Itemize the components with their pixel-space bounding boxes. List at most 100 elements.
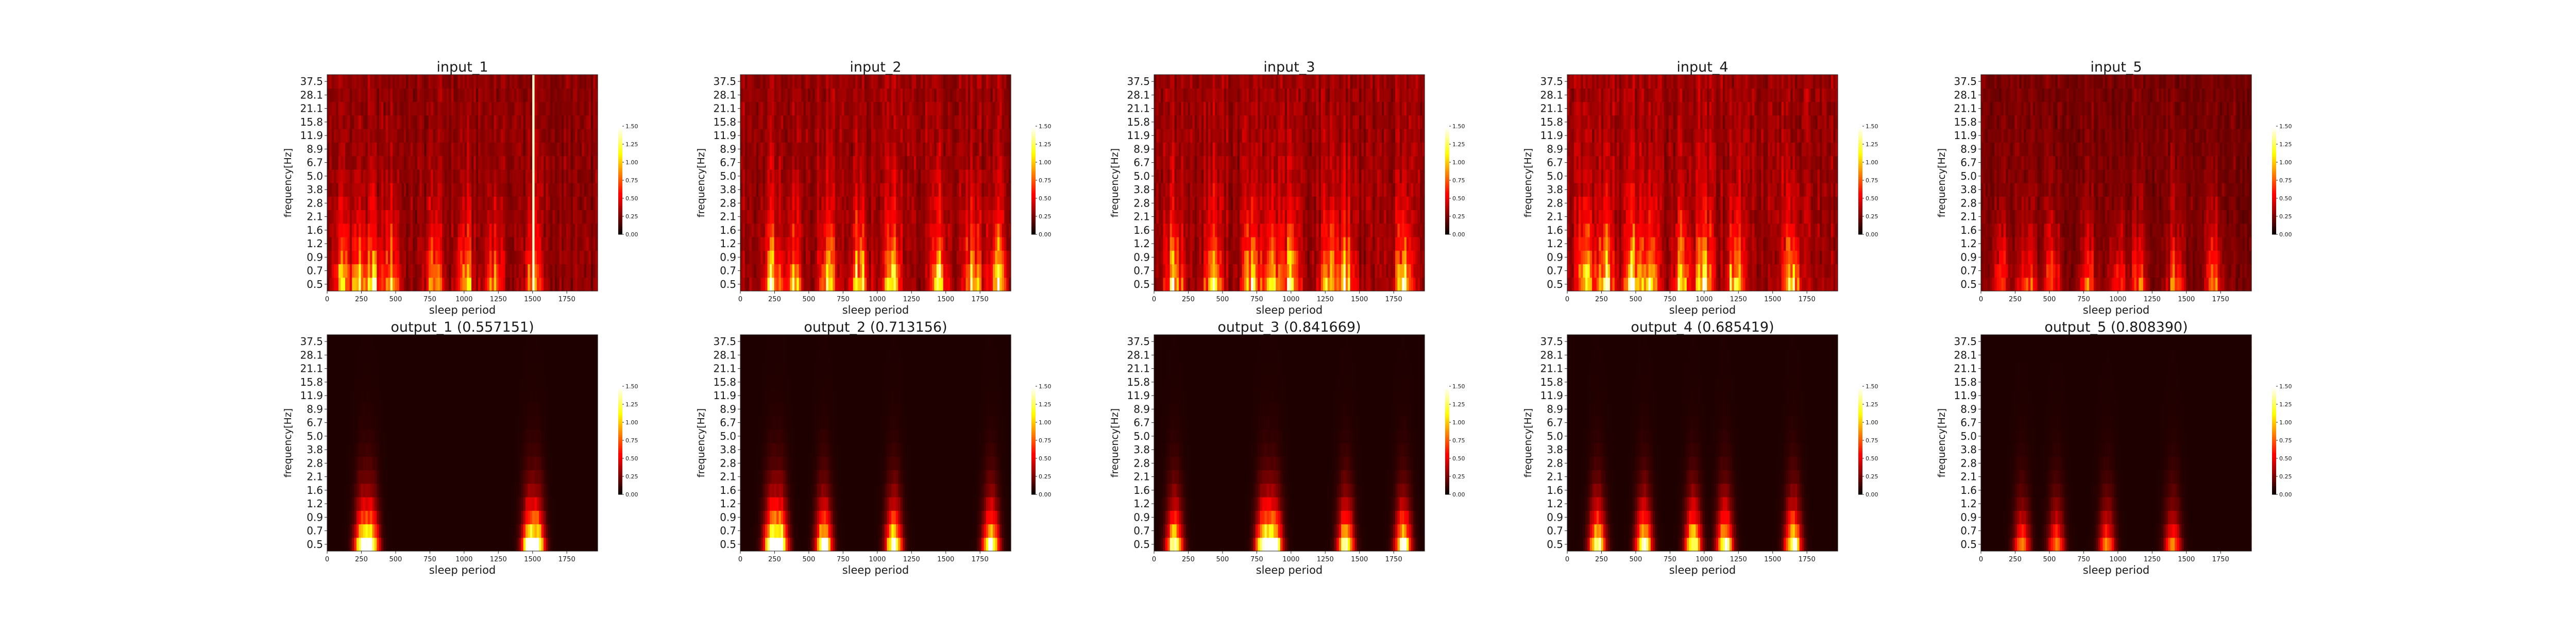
heatmap-cell xyxy=(453,169,456,183)
heatmap-cell xyxy=(970,88,973,102)
heatmap-cell xyxy=(329,196,332,211)
heatmap-cell xyxy=(363,210,366,224)
heatmap-cell xyxy=(839,223,842,237)
heatmap-cell xyxy=(796,183,800,197)
heatmap-cell xyxy=(1174,129,1177,143)
heatmap-cell xyxy=(1240,142,1243,157)
heatmap-cell xyxy=(552,101,555,116)
heatmap-cell xyxy=(796,88,800,102)
heatmap-cell xyxy=(413,142,416,157)
colorbar-tick-label: 1.25 xyxy=(1039,141,1052,148)
heatmap-cell xyxy=(365,115,368,129)
heatmap-cell xyxy=(1210,142,1213,157)
heatmap-cell xyxy=(1258,223,1261,237)
heatmap-cell xyxy=(582,210,585,224)
heatmap-cell xyxy=(1219,101,1222,116)
heatmap-cell xyxy=(439,129,443,143)
heatmap-cell xyxy=(482,169,485,183)
heatmap-cell xyxy=(370,156,373,170)
heatmap-cell xyxy=(796,264,800,278)
heatmap-cell xyxy=(446,183,449,197)
heatmap-cell xyxy=(338,264,341,278)
heatmap-cell xyxy=(546,142,549,157)
heatmap-cell xyxy=(931,277,935,291)
heatmap-cell xyxy=(349,264,352,278)
heatmap-cell xyxy=(875,237,878,251)
heatmap-cell xyxy=(751,115,754,129)
heatmap-cell xyxy=(1206,129,1209,143)
heatmap-cell xyxy=(835,169,838,183)
heatmap-cell xyxy=(934,156,937,170)
heatmap-cell xyxy=(512,183,515,197)
heatmap-cell xyxy=(781,129,784,143)
heatmap-cell xyxy=(984,142,987,157)
heatmap-cell xyxy=(957,101,959,116)
heatmap-cell xyxy=(539,250,542,265)
heatmap-cell xyxy=(1208,264,1211,278)
heatmap-cell xyxy=(833,196,836,211)
heatmap-cell xyxy=(1244,115,1247,129)
heatmap-cell xyxy=(1154,196,1157,211)
heatmap-cell xyxy=(388,210,391,224)
colorbar-segment xyxy=(1031,218,1036,220)
heatmap-cell xyxy=(471,196,474,211)
heatmap-cell xyxy=(552,88,555,102)
heatmap-cell xyxy=(562,156,564,170)
heatmap-cell xyxy=(383,223,386,237)
heatmap-cell xyxy=(1008,101,1011,116)
heatmap-cell xyxy=(444,75,447,89)
heatmap-cell xyxy=(554,223,557,237)
heatmap-cell xyxy=(862,101,865,116)
heatmap-cell xyxy=(1244,101,1247,116)
heatmap-cell xyxy=(929,129,933,143)
heatmap-cell xyxy=(510,169,513,183)
heatmap-cell xyxy=(343,129,346,143)
heatmap-cell xyxy=(1204,250,1207,265)
heatmap-cell xyxy=(1215,196,1218,211)
heatmap-cell xyxy=(817,88,820,102)
heatmap-cell xyxy=(399,210,402,224)
heatmap-cell xyxy=(421,264,425,278)
colorbar-tick-label: 0.50 xyxy=(625,195,638,202)
heatmap-cell xyxy=(1185,75,1189,89)
heatmap-cell xyxy=(469,88,472,102)
heatmap-cell xyxy=(1235,250,1238,265)
heatmap-cell xyxy=(444,142,447,157)
heatmap-cell xyxy=(518,142,521,157)
heatmap-cell xyxy=(749,156,752,170)
heatmap-cell xyxy=(947,88,951,102)
heatmap-cell xyxy=(1242,129,1245,143)
heatmap-cell xyxy=(349,237,352,251)
heatmap-cell xyxy=(1230,169,1233,183)
heatmap-cell xyxy=(526,277,528,291)
colorbar-segment xyxy=(618,231,622,233)
heatmap-cell xyxy=(582,169,585,183)
heatmap-cell xyxy=(505,156,508,170)
heatmap-cell xyxy=(354,264,357,278)
heatmap-cell xyxy=(984,237,987,251)
heatmap-cell xyxy=(1217,264,1220,278)
heatmap-cell xyxy=(1262,196,1265,211)
heatmap-cell xyxy=(801,129,804,143)
heatmap-cell xyxy=(1264,101,1267,116)
heatmap-cell xyxy=(327,142,330,157)
heatmap-cell xyxy=(566,142,569,157)
heatmap-cell xyxy=(762,101,766,116)
heatmap-cell xyxy=(410,264,413,278)
heatmap-cell xyxy=(379,75,382,89)
heatmap-cell xyxy=(1273,75,1276,89)
heatmap-cell xyxy=(1224,264,1227,278)
y-tick-label: 28.1 xyxy=(300,89,323,101)
heatmap-cell xyxy=(385,183,388,197)
heatmap-cell xyxy=(900,75,903,89)
heatmap-cell xyxy=(494,156,497,170)
heatmap-cell xyxy=(756,237,759,251)
heatmap-cell xyxy=(855,115,858,129)
heatmap-cell xyxy=(941,75,944,89)
heatmap-cell xyxy=(927,75,930,89)
heatmap-cell xyxy=(1212,223,1215,237)
colorbar-segment xyxy=(618,220,622,222)
y-tick-label: 6.7 xyxy=(720,157,736,169)
heatmap-cell xyxy=(823,129,826,143)
heatmap-cell xyxy=(437,250,440,265)
